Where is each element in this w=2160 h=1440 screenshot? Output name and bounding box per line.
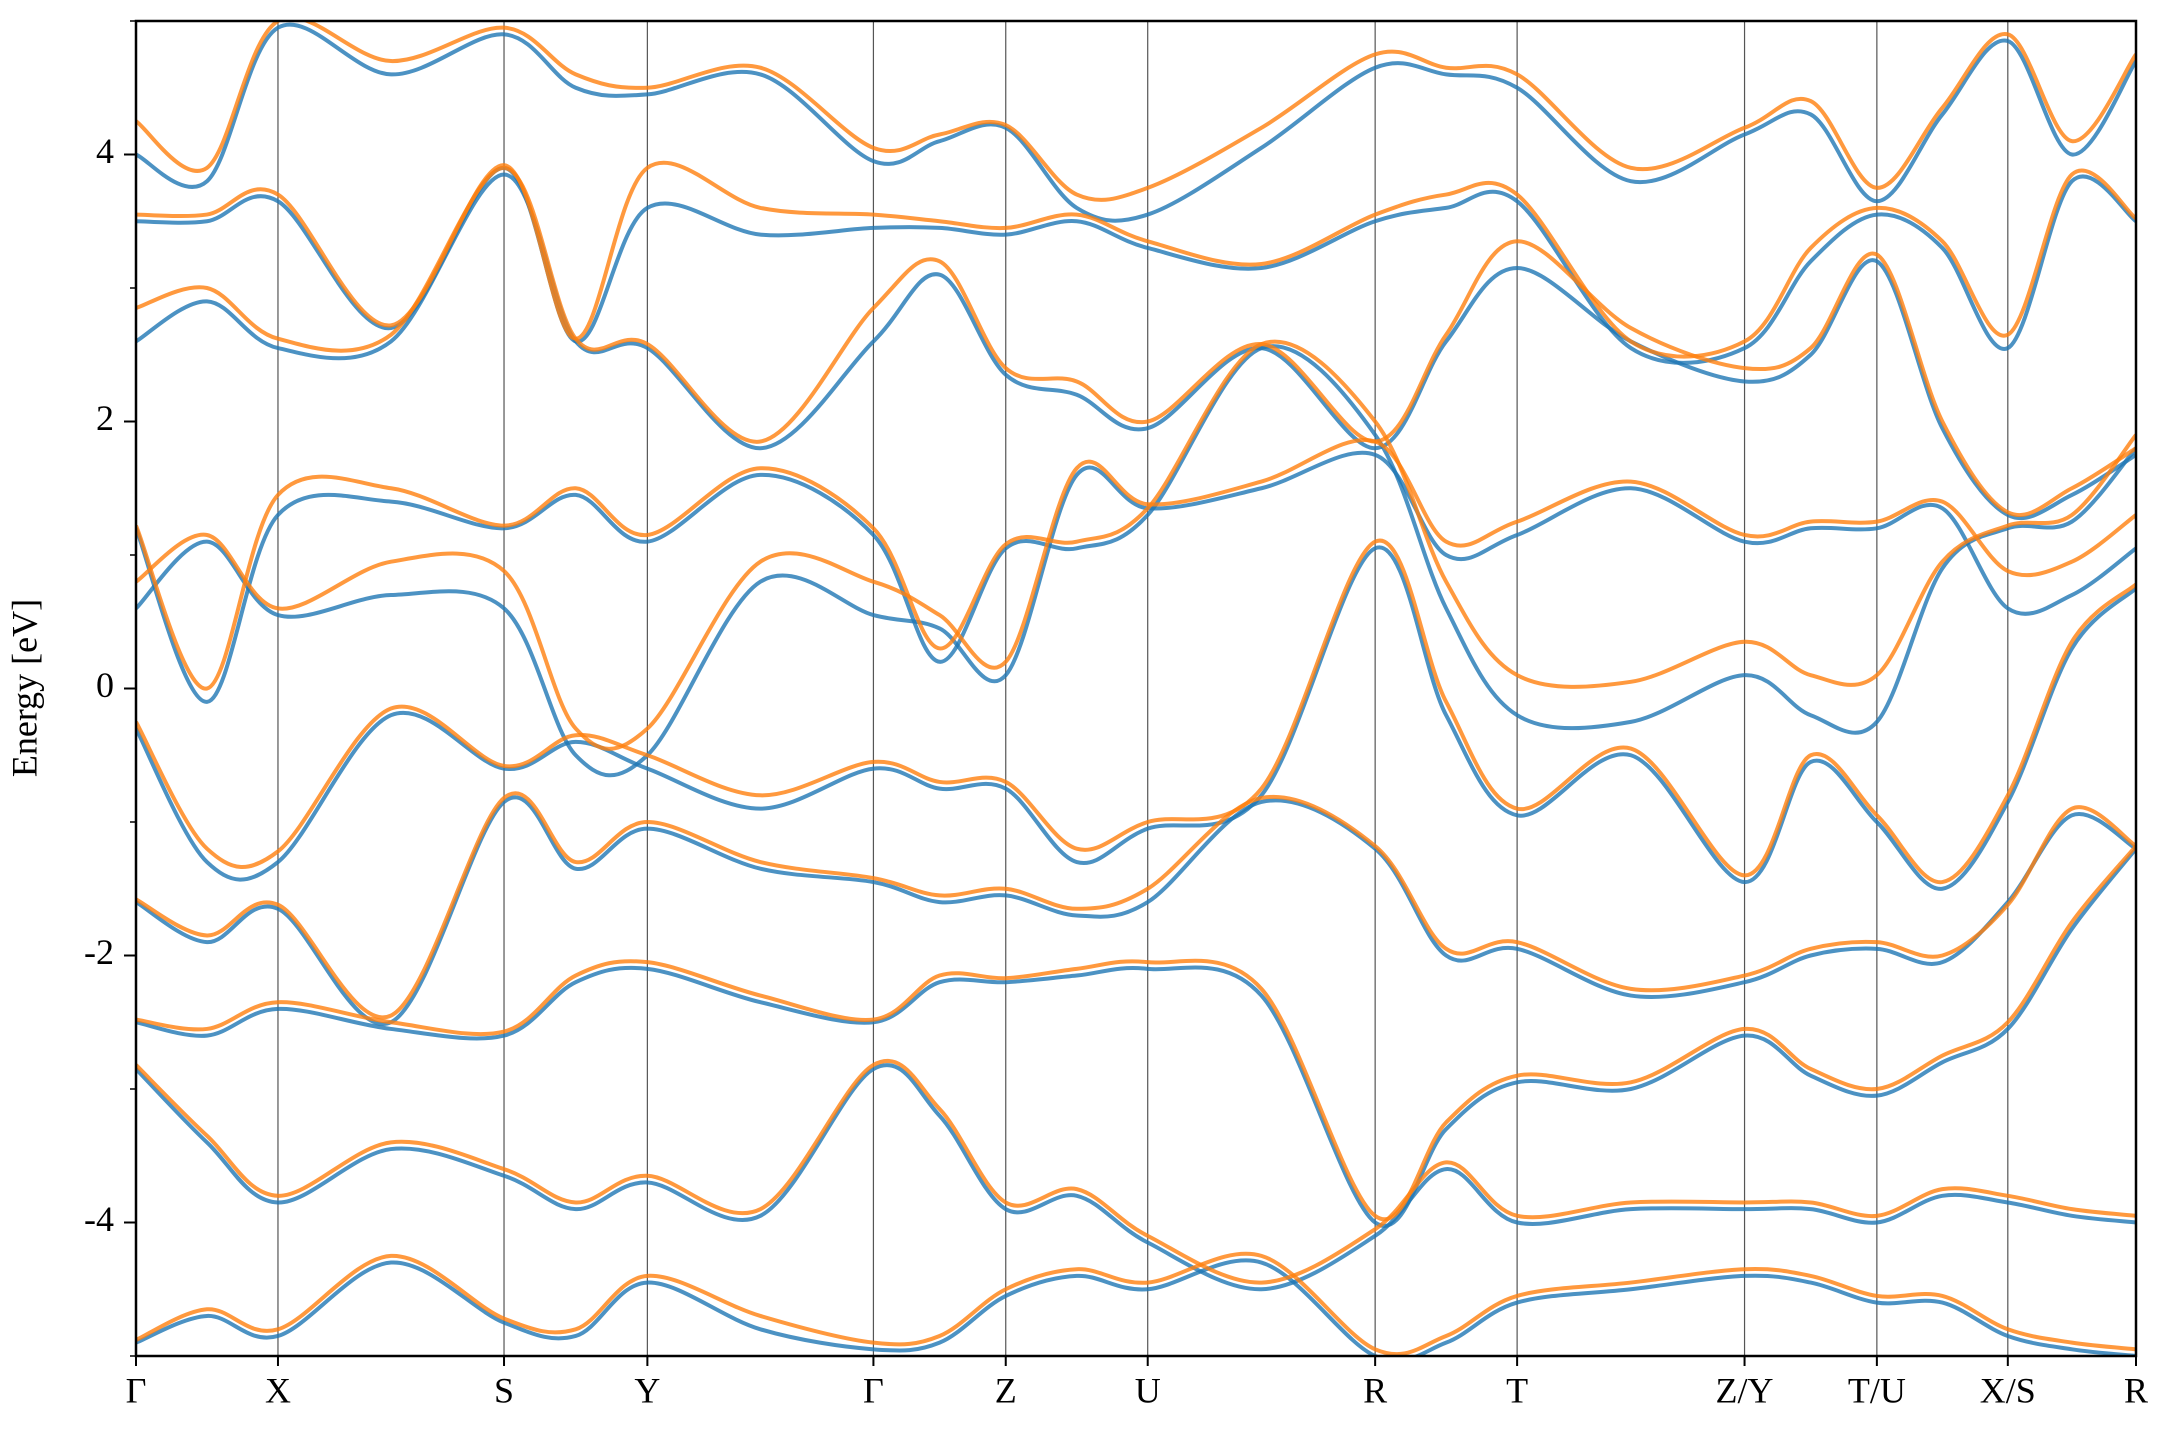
band-line <box>136 545 2136 891</box>
x-tick-label: R <box>2124 1370 2148 1410</box>
band-line <box>136 22 2136 223</box>
band-line <box>136 344 2136 735</box>
y-tick-label: 4 <box>96 131 114 171</box>
band-line <box>136 21 2136 202</box>
x-tick-label: S <box>494 1370 514 1410</box>
band-line <box>136 1258 2136 1356</box>
x-tick-label: Γ <box>126 1370 147 1410</box>
band-line <box>136 339 2136 691</box>
band-line <box>136 1063 2136 1292</box>
x-tick-label: T/U <box>1848 1370 1906 1410</box>
band-line <box>136 844 2136 1222</box>
axes: Γ X S Y Γ Z U R T Z/Y T/U X/S R -4 -2 0 2 4 <box>84 20 2148 1410</box>
y-tick-label: 0 <box>96 665 114 705</box>
x-tick-label: Y <box>634 1370 660 1410</box>
band-line <box>136 795 2136 1027</box>
band-line <box>136 1251 2136 1356</box>
band-line <box>136 172 2136 521</box>
band-line <box>136 1058 2136 1285</box>
band-line <box>136 450 2136 778</box>
x-tick-label: Γ <box>863 1370 884 1410</box>
band-line <box>136 847 2136 1228</box>
band-line <box>136 438 2136 751</box>
band-line <box>136 791 2136 1020</box>
x-tick-label: U <box>1135 1370 1161 1410</box>
plot-area <box>136 21 2136 1356</box>
y-axis-label: Energy [eV] <box>4 599 44 777</box>
band-line <box>136 165 2136 517</box>
x-tick-label: X <box>265 1370 291 1410</box>
y-tick-label: -2 <box>84 932 114 972</box>
x-tick-label: Z/Y <box>1716 1370 1774 1410</box>
x-tick-label: Z <box>995 1370 1017 1410</box>
y-tick-label: -4 <box>84 1199 114 1239</box>
plot-frame <box>134 19 2138 1358</box>
y-tick-label: 2 <box>96 398 114 438</box>
band-line <box>136 160 2136 359</box>
x-tick-label: X/S <box>1980 1370 2036 1410</box>
x-tick-label: R <box>1363 1370 1387 1410</box>
band-line <box>136 538 2136 885</box>
grid <box>135 21 2137 1356</box>
x-tick-label: T <box>1506 1370 1528 1410</box>
